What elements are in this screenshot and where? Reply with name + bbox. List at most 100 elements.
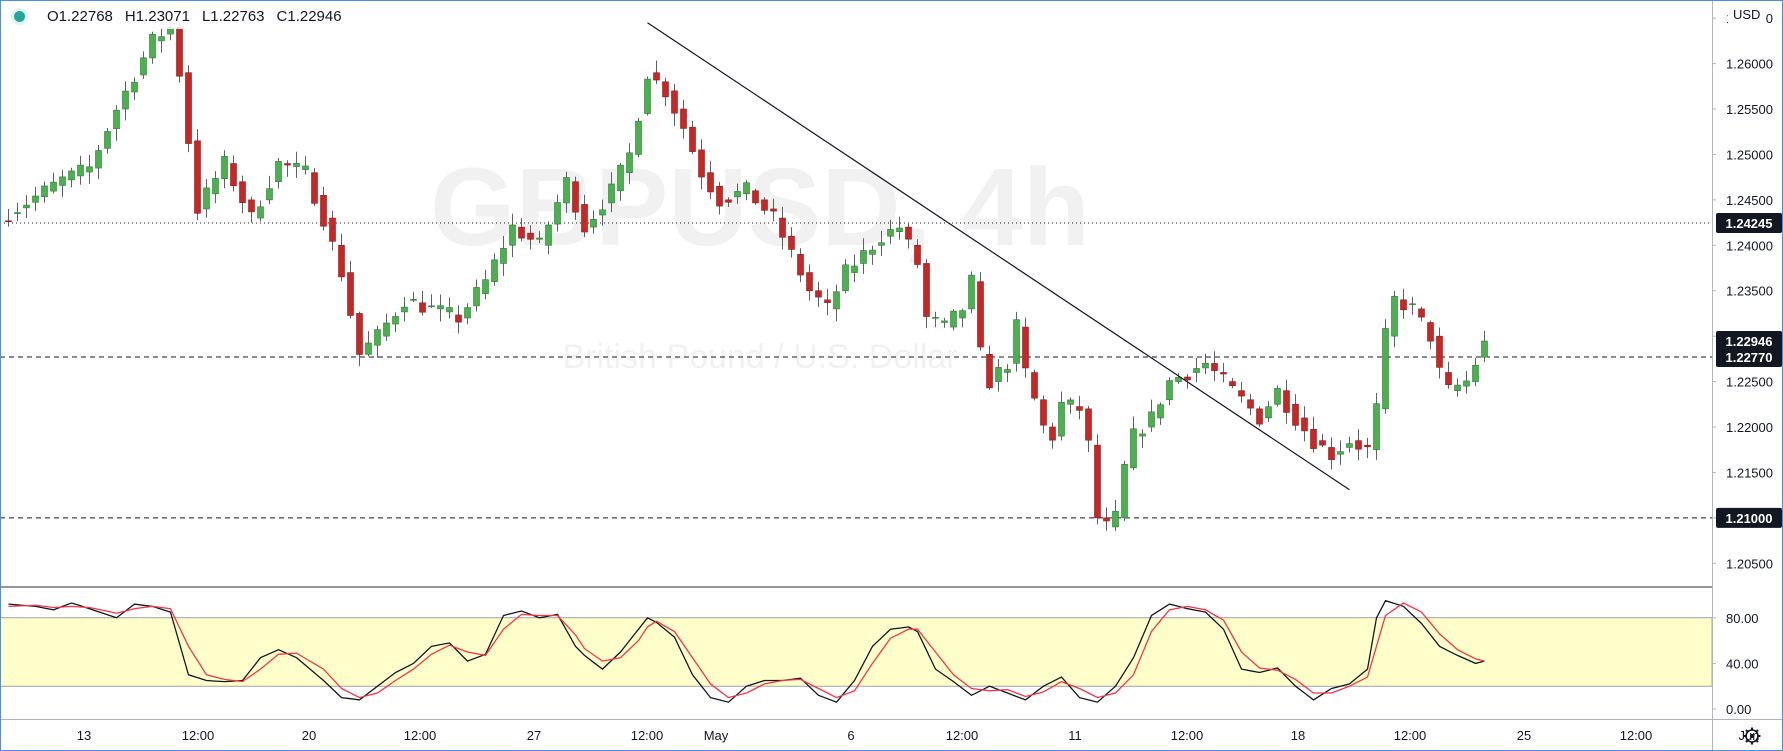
candle-up[interactable] (77, 164, 84, 177)
candle-up[interactable] (302, 165, 309, 170)
candle-down[interactable] (572, 181, 579, 213)
candle-down[interactable] (1211, 363, 1218, 371)
candle-down[interactable] (815, 290, 822, 298)
candle-up[interactable] (554, 202, 561, 225)
candle-up[interactable] (896, 227, 903, 232)
candle-up[interactable] (491, 259, 498, 282)
candle-up[interactable] (869, 249, 876, 255)
candle-down[interactable] (1103, 517, 1110, 522)
candle-up[interactable] (86, 166, 93, 173)
candle-up[interactable] (842, 264, 849, 292)
candle-up[interactable] (545, 224, 552, 246)
candle-up[interactable] (1004, 369, 1011, 373)
candle-down[interactable] (977, 281, 984, 348)
candle-down[interactable] (581, 204, 588, 233)
candle-up[interactable] (14, 212, 21, 214)
candle-up[interactable] (644, 78, 651, 114)
candle-up[interactable] (635, 120, 642, 155)
candle-down[interactable] (356, 313, 363, 355)
candle-up[interactable] (293, 163, 300, 167)
candle-down[interactable] (1247, 399, 1254, 409)
candle-up[interactable] (257, 206, 264, 219)
trendline[interactable] (647, 22, 1350, 491)
candle-down[interactable] (1040, 399, 1047, 426)
candle-down[interactable] (761, 199, 768, 211)
candle-down[interactable] (788, 235, 795, 250)
candle-up[interactable] (1373, 403, 1380, 451)
status-dot-icon[interactable] (14, 11, 25, 22)
candle-down[interactable] (662, 81, 669, 98)
candle-up[interactable] (203, 187, 210, 210)
candle-up[interactable] (1121, 463, 1128, 519)
candle-up[interactable] (743, 182, 750, 195)
candle-down[interactable] (185, 72, 192, 144)
candle-down[interactable] (1031, 372, 1038, 399)
candle-down[interactable] (1355, 440, 1362, 450)
candle-up[interactable] (1337, 451, 1344, 455)
candle-down[interactable] (1283, 390, 1290, 413)
candle-up[interactable] (473, 287, 480, 307)
candle-up[interactable] (599, 209, 606, 216)
candle-up[interactable] (266, 188, 273, 201)
candle-down[interactable] (1319, 440, 1326, 446)
candle-up[interactable] (1148, 411, 1155, 428)
candle-down[interactable] (284, 163, 291, 166)
candle-up[interactable] (851, 265, 858, 273)
candle-down[interactable] (320, 195, 327, 227)
candle-up[interactable] (59, 176, 66, 186)
candle-up[interactable] (482, 279, 489, 295)
candle-up[interactable] (1157, 404, 1164, 419)
candle-up[interactable] (617, 164, 624, 192)
candle-up[interactable] (1013, 319, 1020, 364)
candle-down[interactable] (176, 26, 183, 77)
candle-up[interactable] (1382, 328, 1389, 410)
candle-down[interactable] (797, 254, 804, 276)
candle-up[interactable] (68, 170, 75, 181)
candle-down[interactable] (1301, 417, 1308, 432)
candle-down[interactable] (1364, 444, 1371, 448)
candle-down[interactable] (707, 172, 714, 193)
candle-down[interactable] (239, 181, 246, 203)
candle-down[interactable] (689, 126, 696, 152)
candle-up[interactable] (437, 305, 444, 310)
candle-up[interactable] (1346, 443, 1353, 448)
candle-up[interactable] (1481, 340, 1488, 358)
candle-up[interactable] (509, 224, 516, 246)
candle-up[interactable] (968, 274, 975, 310)
candle-down[interactable] (248, 199, 255, 213)
candle-up[interactable] (932, 316, 939, 319)
candle-up[interactable] (887, 229, 894, 237)
candle-up[interactable] (446, 307, 453, 313)
candle-down[interactable] (1229, 381, 1236, 387)
candle-up[interactable] (1463, 380, 1470, 387)
candle-up[interactable] (500, 248, 507, 264)
candle-up[interactable] (1265, 406, 1272, 419)
candle-up[interactable] (1139, 433, 1146, 437)
candle-up[interactable] (1058, 401, 1065, 437)
candle-up[interactable] (995, 367, 1002, 382)
candle-up[interactable] (950, 310, 957, 328)
candle-down[interactable] (914, 245, 921, 265)
candle-down[interactable] (1022, 326, 1029, 369)
candle-up[interactable] (383, 322, 390, 337)
candle-up[interactable] (212, 178, 219, 195)
candle-down[interactable] (194, 140, 201, 214)
candle-up[interactable] (140, 57, 147, 76)
candle-up[interactable] (608, 183, 615, 204)
candle-up[interactable] (1112, 510, 1119, 528)
candle-up[interactable] (221, 156, 228, 179)
candle-up[interactable] (1391, 296, 1398, 337)
candle-down[interactable] (1049, 426, 1056, 441)
candle-down[interactable] (311, 172, 318, 204)
candle-down[interactable] (518, 226, 525, 239)
candle-up[interactable] (1274, 388, 1281, 405)
candle-down[interactable] (725, 199, 732, 203)
candle-up[interactable] (563, 177, 570, 204)
candle-down[interactable] (1076, 406, 1083, 411)
candle-down[interactable] (1085, 408, 1092, 441)
candle-up[interactable] (1067, 399, 1074, 405)
candle-up[interactable] (959, 310, 966, 319)
candle-up[interactable] (23, 204, 30, 209)
candle-down[interactable] (527, 232, 534, 240)
